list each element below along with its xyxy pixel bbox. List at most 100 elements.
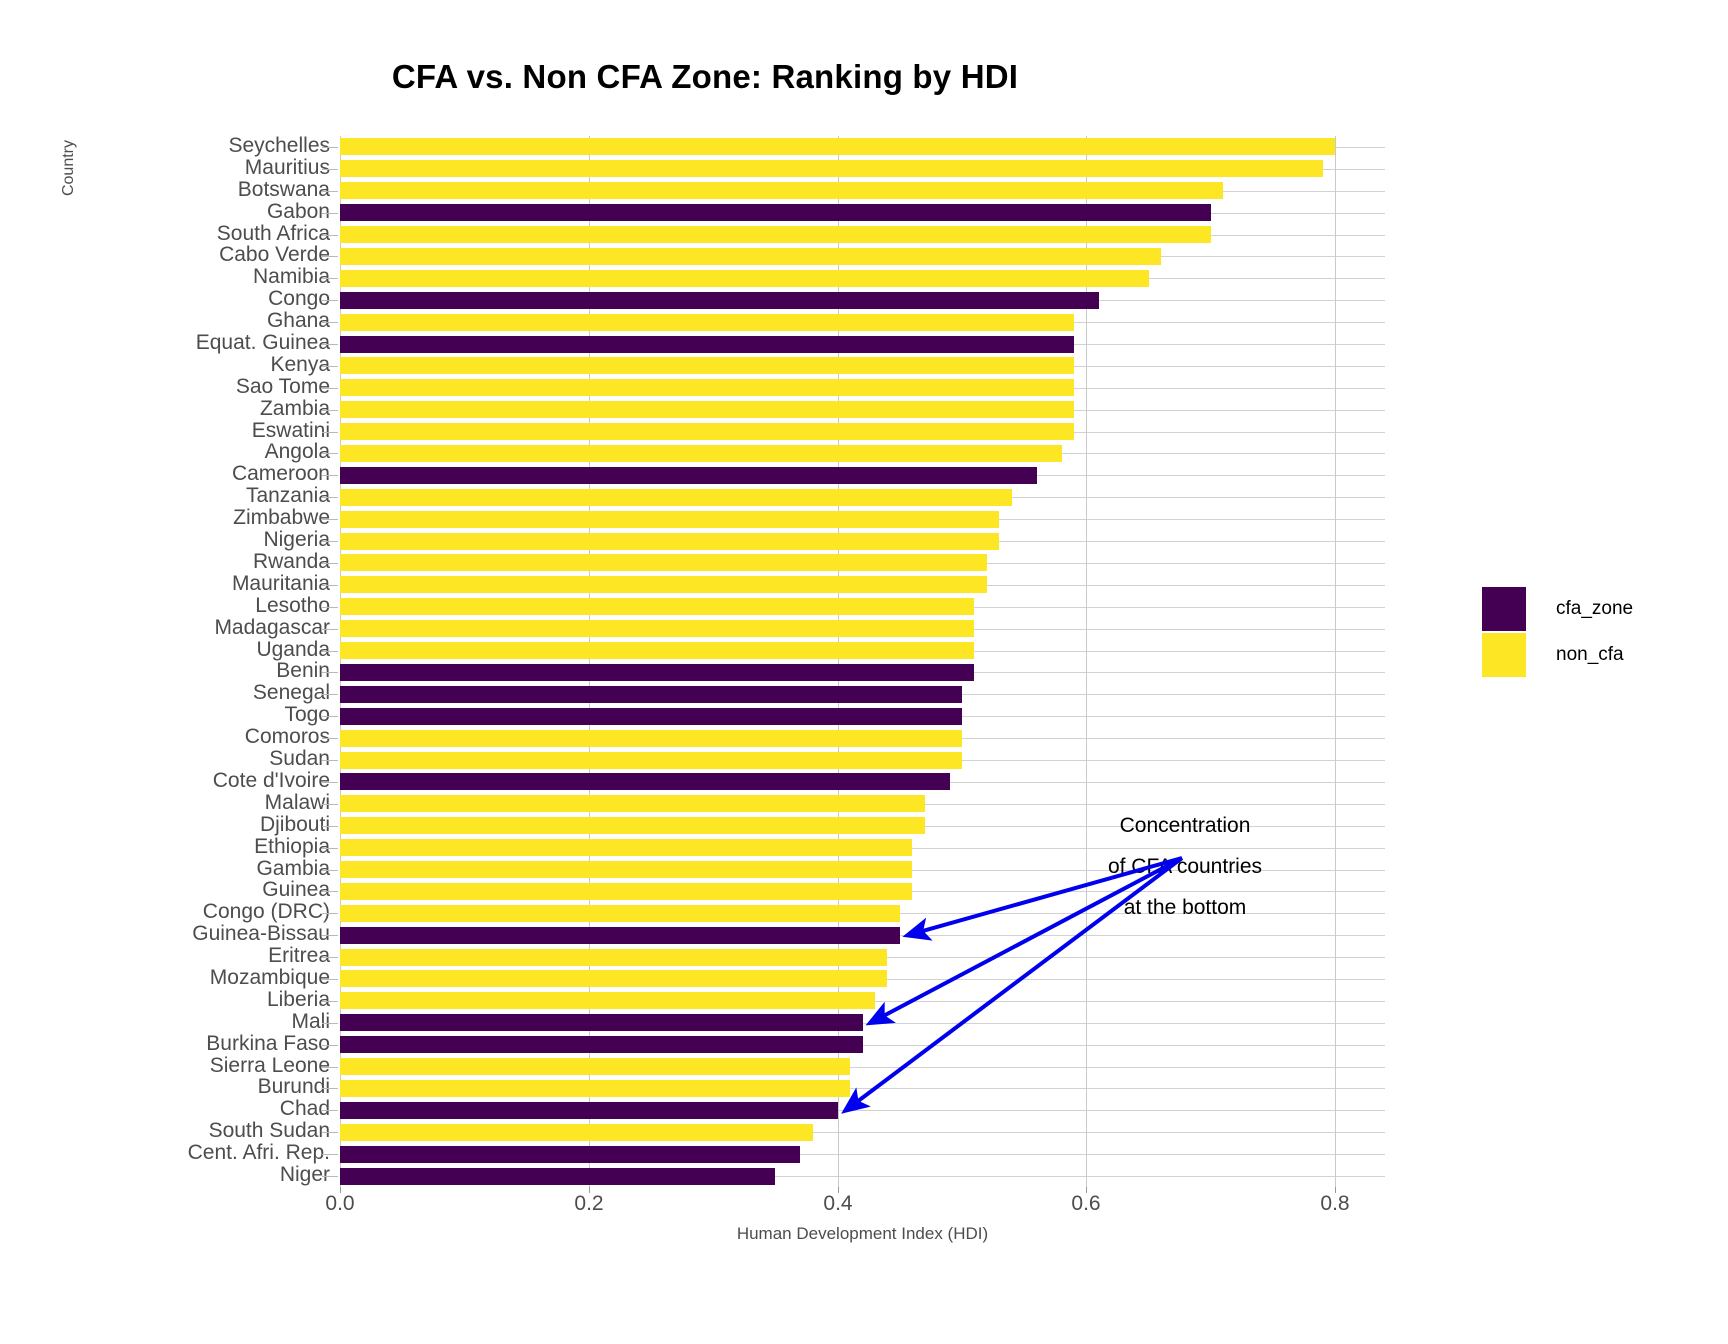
bar[interactable] xyxy=(340,1102,838,1119)
bar[interactable] xyxy=(340,1124,813,1141)
bar[interactable] xyxy=(340,949,887,966)
bar[interactable] xyxy=(340,248,1161,265)
y-tick-label: Lesotho xyxy=(255,594,330,617)
y-tick-mark xyxy=(322,826,338,827)
bar[interactable] xyxy=(340,1036,863,1053)
legend-item[interactable]: non_cfa xyxy=(1482,632,1633,678)
y-tick-mark xyxy=(322,497,338,498)
y-tick-label: Congo xyxy=(268,287,330,310)
bar[interactable] xyxy=(340,533,999,550)
bar[interactable] xyxy=(340,817,925,834)
y-tick-label: Comoros xyxy=(244,725,330,748)
bar[interactable] xyxy=(340,1058,850,1075)
y-tick-label: Liberia xyxy=(266,988,330,1011)
y-tick-label: Guinea xyxy=(262,878,330,901)
bar[interactable] xyxy=(340,927,900,944)
bar[interactable] xyxy=(340,992,875,1009)
y-tick-label: Namibia xyxy=(252,265,330,288)
bar[interactable] xyxy=(340,423,1074,440)
bar[interactable] xyxy=(340,511,999,528)
y-tick-label: Zimbabwe xyxy=(233,506,330,529)
bar[interactable] xyxy=(340,905,900,922)
horizontal-gridline xyxy=(340,1176,1385,1177)
y-tick-mark xyxy=(322,300,338,301)
bar[interactable] xyxy=(340,401,1074,418)
bar[interactable] xyxy=(340,795,925,812)
y-tick-mark xyxy=(322,388,338,389)
y-tick-mark xyxy=(322,935,338,936)
y-tick-label: South Sudan xyxy=(208,1119,330,1142)
bar[interactable] xyxy=(340,773,950,790)
y-tick-mark xyxy=(322,256,338,257)
bar[interactable] xyxy=(340,445,1062,462)
bar[interactable] xyxy=(340,1014,863,1031)
y-tick-label: Djibouti xyxy=(259,813,330,836)
y-tick-mark xyxy=(322,322,338,323)
y-tick-label: Ethiopia xyxy=(254,835,330,858)
y-tick-label: Angola xyxy=(264,440,330,463)
legend-item[interactable]: cfa_zone xyxy=(1482,586,1633,632)
bar[interactable] xyxy=(340,554,987,571)
y-tick-label: Kenya xyxy=(270,353,330,376)
bar[interactable] xyxy=(340,270,1149,287)
bar[interactable] xyxy=(340,1146,800,1163)
bar[interactable] xyxy=(340,1168,775,1185)
y-axis-label: Country xyxy=(60,140,78,196)
y-tick-label: Zambia xyxy=(259,397,330,420)
x-tick-mark xyxy=(1335,1187,1336,1193)
annotation-line: Concentration xyxy=(1119,814,1251,837)
bar[interactable] xyxy=(340,686,962,703)
bar[interactable] xyxy=(340,160,1323,177)
bar[interactable] xyxy=(340,598,974,615)
bar[interactable] xyxy=(340,138,1335,155)
y-tick-label: Senegal xyxy=(252,681,330,704)
y-tick-label: Sudan xyxy=(269,747,330,770)
bar[interactable] xyxy=(340,204,1211,221)
y-tick-label: Eswatini xyxy=(251,419,330,442)
bar[interactable] xyxy=(340,642,974,659)
bar[interactable] xyxy=(340,226,1211,243)
bar[interactable] xyxy=(340,730,962,747)
bar[interactable] xyxy=(340,379,1074,396)
y-tick-mark xyxy=(322,848,338,849)
bar[interactable] xyxy=(340,182,1223,199)
y-tick-mark xyxy=(322,913,338,914)
y-tick-label: Sao Tome xyxy=(235,375,330,398)
vertical-gridline xyxy=(589,136,590,1187)
x-tick-label: 0.4 xyxy=(823,1192,853,1215)
bar[interactable] xyxy=(340,861,912,878)
bar[interactable] xyxy=(340,1080,850,1097)
bar[interactable] xyxy=(340,664,974,681)
bar[interactable] xyxy=(340,883,912,900)
y-tick-label: Mozambique xyxy=(209,966,330,989)
bar[interactable] xyxy=(340,292,1099,309)
bar[interactable] xyxy=(340,708,962,725)
chart-title: CFA vs. Non CFA Zone: Ranking by HDI xyxy=(391,58,1019,95)
bar[interactable] xyxy=(340,970,887,987)
bar[interactable] xyxy=(340,620,974,637)
bar[interactable] xyxy=(340,752,962,769)
bar[interactable] xyxy=(340,576,987,593)
y-tick-mark xyxy=(322,585,338,586)
x-tick-label: 0.0 xyxy=(325,1192,355,1215)
plot-panel xyxy=(340,136,1385,1187)
bar[interactable] xyxy=(340,839,912,856)
vertical-gridline xyxy=(838,136,839,1187)
bar[interactable] xyxy=(340,489,1012,506)
y-tick-label: Burundi xyxy=(257,1075,330,1098)
y-tick-mark xyxy=(322,607,338,608)
y-tick-label: Togo xyxy=(284,703,330,726)
x-tick-label: 0.2 xyxy=(574,1192,604,1215)
y-tick-mark xyxy=(322,1154,338,1155)
y-tick-label: Congo (DRC) xyxy=(202,900,330,923)
bar[interactable] xyxy=(340,336,1074,353)
y-tick-label: Burkina Faso xyxy=(206,1032,330,1055)
legend-color-swatch xyxy=(1482,633,1526,677)
y-tick-label: Guinea-Bissau xyxy=(192,922,330,945)
bar[interactable] xyxy=(340,314,1074,331)
x-tick-mark xyxy=(589,1187,590,1193)
y-tick-label: Mali xyxy=(291,1010,330,1033)
y-tick-mark xyxy=(322,1176,338,1177)
bar[interactable] xyxy=(340,357,1074,374)
bar[interactable] xyxy=(340,467,1037,484)
